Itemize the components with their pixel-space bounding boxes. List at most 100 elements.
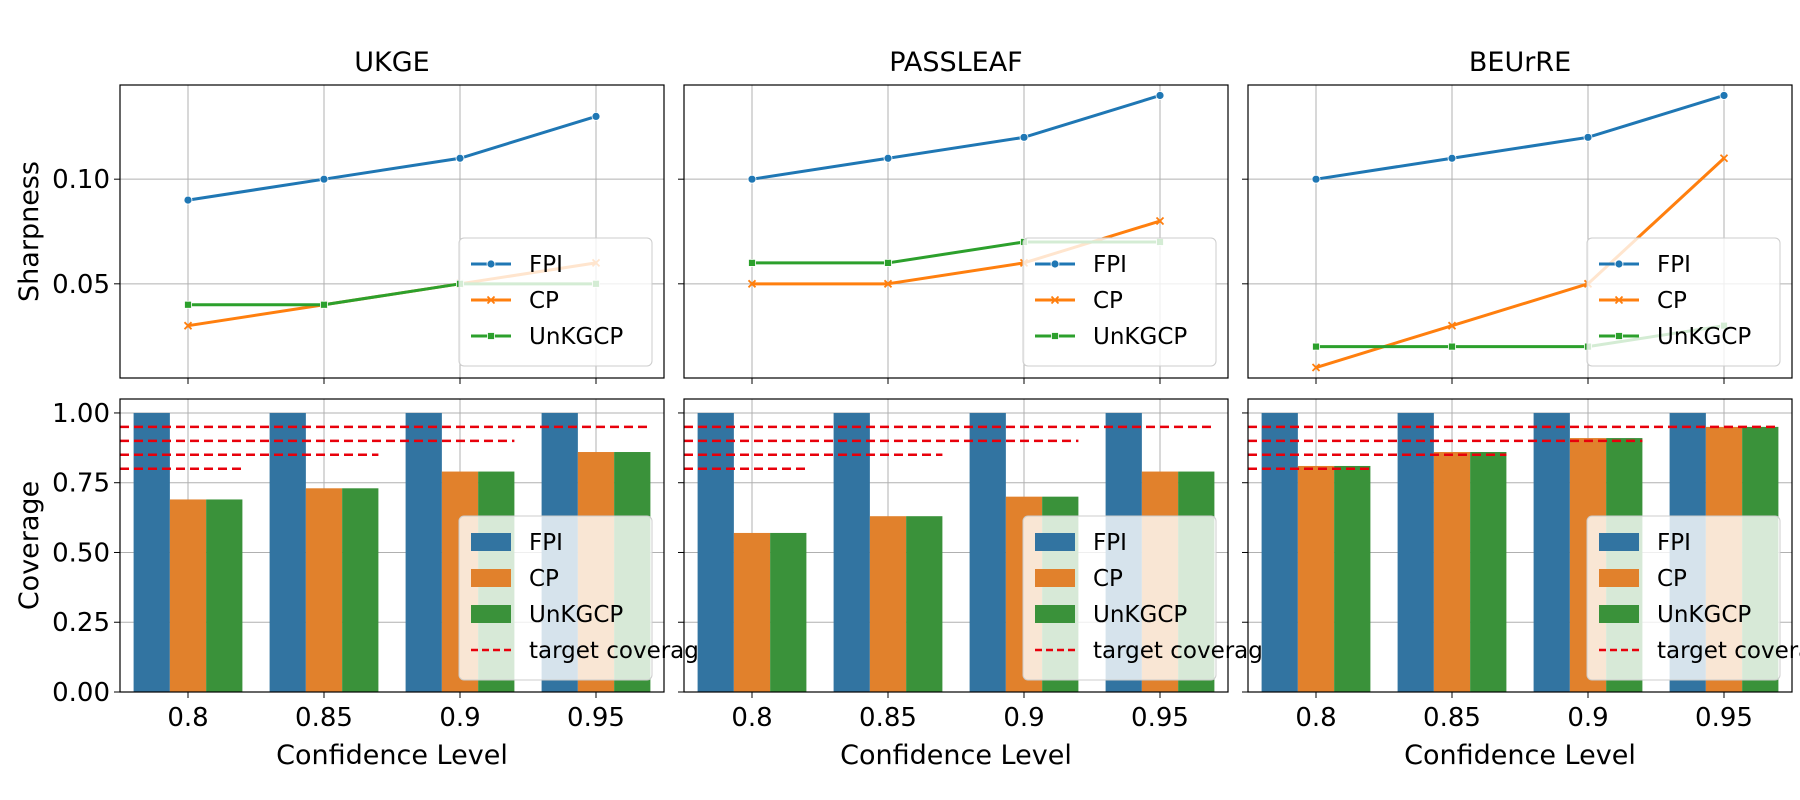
point-unkgcp	[184, 300, 192, 309]
legend-passleaf-bar: FPI CP UnKGCP target coverage	[1022, 515, 1277, 681]
legend-label-cp: CP	[529, 288, 559, 314]
legend-label-unkgcp: UnKGCP	[529, 602, 623, 628]
legend-beurre-bar: FPI CP UnKGCP target coverage	[1586, 515, 1800, 681]
legend-label-unkgcp: UnKGCP	[1093, 324, 1187, 350]
x-tick-label: 0.8	[1295, 703, 1336, 733]
legend-label-cp: CP	[1093, 566, 1123, 592]
axis-frame	[1247, 398, 1793, 693]
legend-marker-cp	[1050, 295, 1060, 305]
x-tick-label: 0.95	[1695, 703, 1753, 733]
legend-marker-cp	[1614, 295, 1624, 305]
legend-marker-unkgcp	[487, 332, 495, 340]
legend-marker-fpi	[1050, 259, 1060, 269]
bar-fpi	[1261, 412, 1298, 692]
legend-swatch-fpi	[471, 533, 511, 551]
point-fpi	[1719, 91, 1729, 100]
y-tick-label: 1.00	[52, 399, 110, 429]
legend-label-fpi: FPI	[1657, 252, 1691, 278]
bar-cp	[1297, 465, 1335, 692]
bar-fpi	[697, 412, 734, 692]
point-fpi	[1447, 153, 1457, 163]
panel-passleaf-bar: 0.8 0.85 0.9 0.95 Confidence Level FPI CP UnKGC…	[678, 398, 1277, 771]
legend-label-fpi: FPI	[1657, 530, 1691, 556]
point-fpi	[1019, 132, 1029, 142]
point-cp	[883, 279, 893, 288]
x-tick-label: 0.9	[1567, 703, 1608, 733]
x-tick-label: 0.85	[1423, 703, 1481, 733]
point-unkgcp	[320, 300, 328, 309]
x-tick-label: 0.9	[439, 703, 480, 733]
y-tick-label: 0.75	[52, 469, 110, 499]
x-tick-label: 0.95	[1131, 703, 1189, 733]
x-tick-label: 0.85	[295, 703, 353, 733]
legend-label-unkgcp: UnKGCP	[529, 324, 623, 350]
x-tick-label: 0.8	[167, 703, 208, 733]
point-unkgcp	[1312, 342, 1320, 351]
legend-label-unkgcp: UnKGCP	[1657, 324, 1751, 350]
point-unkgcp	[884, 258, 892, 267]
x-tick-label: 0.9	[1003, 703, 1044, 733]
panel-title: PASSLEAF	[889, 47, 1022, 78]
legend-marker-fpi	[486, 259, 496, 269]
x-axis-label: Confidence Level	[840, 740, 1072, 771]
legend-marker-fpi	[1614, 259, 1624, 269]
legend-marker-cp	[486, 295, 496, 305]
y-tick-label: 0.50	[52, 538, 110, 568]
point-fpi	[183, 195, 193, 205]
point-fpi	[455, 153, 465, 163]
legend-label-unkgcp: UnKGCP	[1657, 602, 1751, 628]
y-tick-label: 0.25	[52, 608, 110, 638]
bar-fpi	[133, 412, 170, 692]
point-unkgcp	[748, 258, 756, 267]
legend-label-target: target coverage	[1657, 638, 1800, 664]
legend-swatch-cp	[1035, 569, 1075, 587]
legend-swatch-fpi	[1599, 533, 1639, 551]
bar-unkgcp	[906, 516, 943, 692]
bar-fpi	[1397, 412, 1434, 692]
legend-swatch-unkgcp	[1035, 605, 1075, 623]
point-cp	[1719, 154, 1729, 163]
axis-frame	[683, 84, 1229, 379]
axis-frame	[683, 398, 1229, 693]
legend-ukge-line: FPI CP UnKGCP	[458, 237, 653, 367]
bar-unkgcp	[342, 488, 379, 692]
legend-passleaf-line: FPI CP UnKGCP	[1022, 237, 1217, 367]
panel-passleaf-line: PASSLEAF FPI CP UnKGCP	[678, 47, 1229, 384]
bar-unkgcp	[1334, 465, 1371, 692]
y-tick-label: 0.10	[52, 165, 110, 195]
legend-swatch-unkgcp	[1599, 605, 1639, 623]
legend-swatch-unkgcp	[471, 605, 511, 623]
x-axis-label: Confidence Level	[1404, 740, 1636, 771]
panel-beurre-bar: 0.8 0.85 0.9 0.95 Confidence Level FPI CP UnKGC…	[1242, 398, 1800, 771]
axis-frame	[119, 398, 665, 693]
bar-fpi	[833, 412, 870, 692]
bar-cp	[305, 488, 343, 692]
legend-label-cp: CP	[1657, 288, 1687, 314]
point-fpi	[747, 174, 757, 184]
legend-frame	[1022, 515, 1217, 681]
point-cp	[747, 279, 757, 288]
point-fpi	[591, 111, 601, 121]
axis-frame	[119, 84, 665, 379]
panel-title: BEUrRE	[1469, 47, 1571, 78]
y-tick-label: 0.05	[52, 270, 110, 300]
panel-ukge-bar: 0.00 0.25 0.50 0.75 1.00 0.8 0.85 0.9 0.95 Confid…	[14, 398, 713, 771]
point-cp	[183, 321, 193, 330]
legend-beurre-line: FPI CP UnKGCP	[1586, 237, 1781, 367]
x-tick-label: 0.85	[859, 703, 917, 733]
legend-marker-unkgcp	[1615, 332, 1623, 340]
series-line-fpi	[751, 94, 1161, 181]
bar-fpi	[405, 412, 442, 692]
bar-fpi	[1533, 412, 1570, 692]
legend-label-fpi: FPI	[529, 252, 563, 278]
bar-unkgcp	[1470, 452, 1507, 692]
legend-label-fpi: FPI	[529, 530, 563, 556]
point-unkgcp	[1448, 342, 1456, 351]
legend-frame	[1586, 237, 1781, 367]
legend-marker-unkgcp	[1051, 332, 1059, 340]
bar-unkgcp	[206, 499, 243, 692]
y-axis-label: Coverage	[14, 481, 45, 610]
legend-ukge-bar: FPI CP UnKGCP target coverage	[458, 515, 713, 681]
legend-frame	[1586, 515, 1781, 681]
